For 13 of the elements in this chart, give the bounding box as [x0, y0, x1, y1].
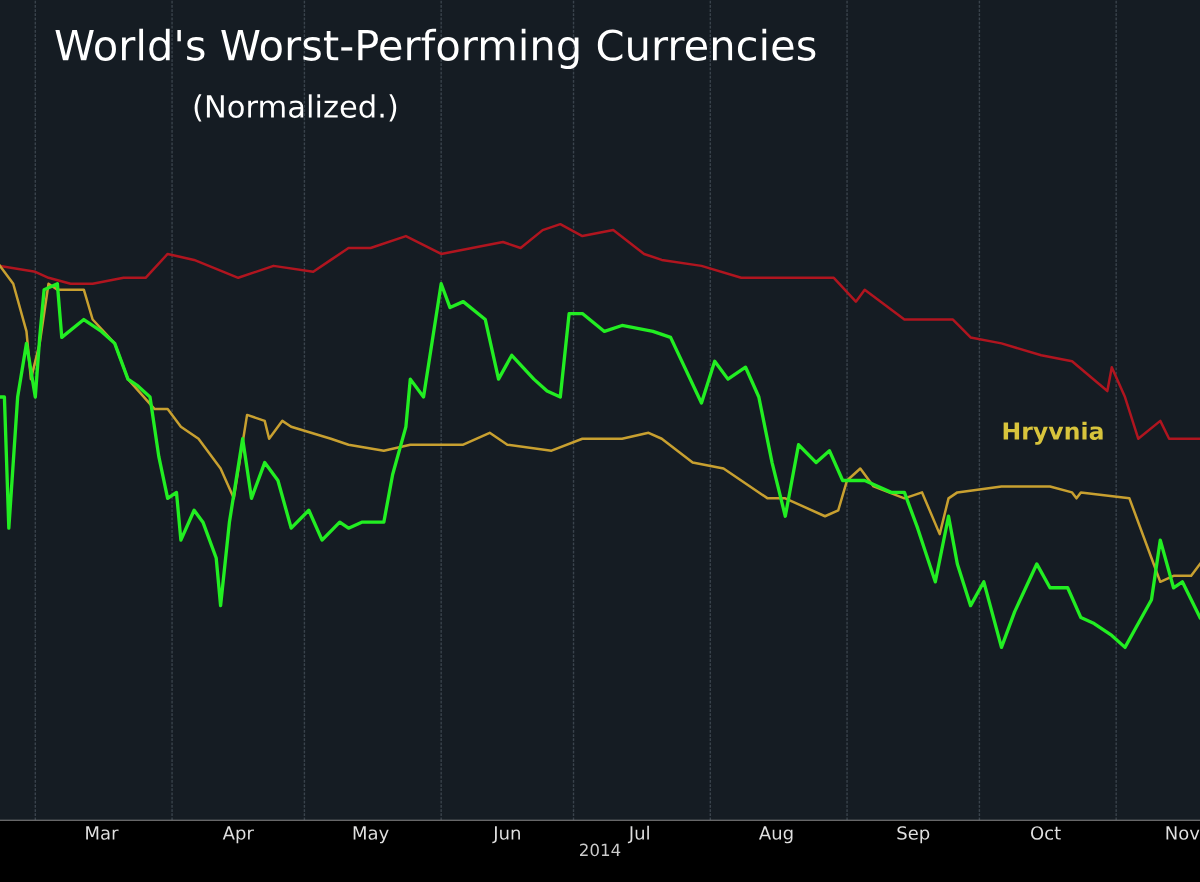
- series-label: Hryvnia: [1003, 421, 1103, 445]
- x-tick-label: Apr: [222, 826, 254, 844]
- x-tick-label: Aug: [758, 826, 793, 844]
- x-axis-title: 2014: [580, 843, 621, 857]
- x-tick-label: Mar: [86, 826, 119, 840]
- x-tick-label: May: [353, 826, 389, 844]
- x-tick-label: Sep: [897, 826, 930, 844]
- x-tick-label: Jul: [627, 825, 649, 844]
- chart-title: World's Worst-Performing Currencies: [55, 28, 816, 70]
- x-tick-label: Nov: [1166, 826, 1200, 840]
- x-tick-label: Jun: [492, 826, 520, 844]
- chart-subtitle: (Normalized.): [194, 94, 397, 122]
- x-tick-label: Oct: [1030, 826, 1061, 840]
